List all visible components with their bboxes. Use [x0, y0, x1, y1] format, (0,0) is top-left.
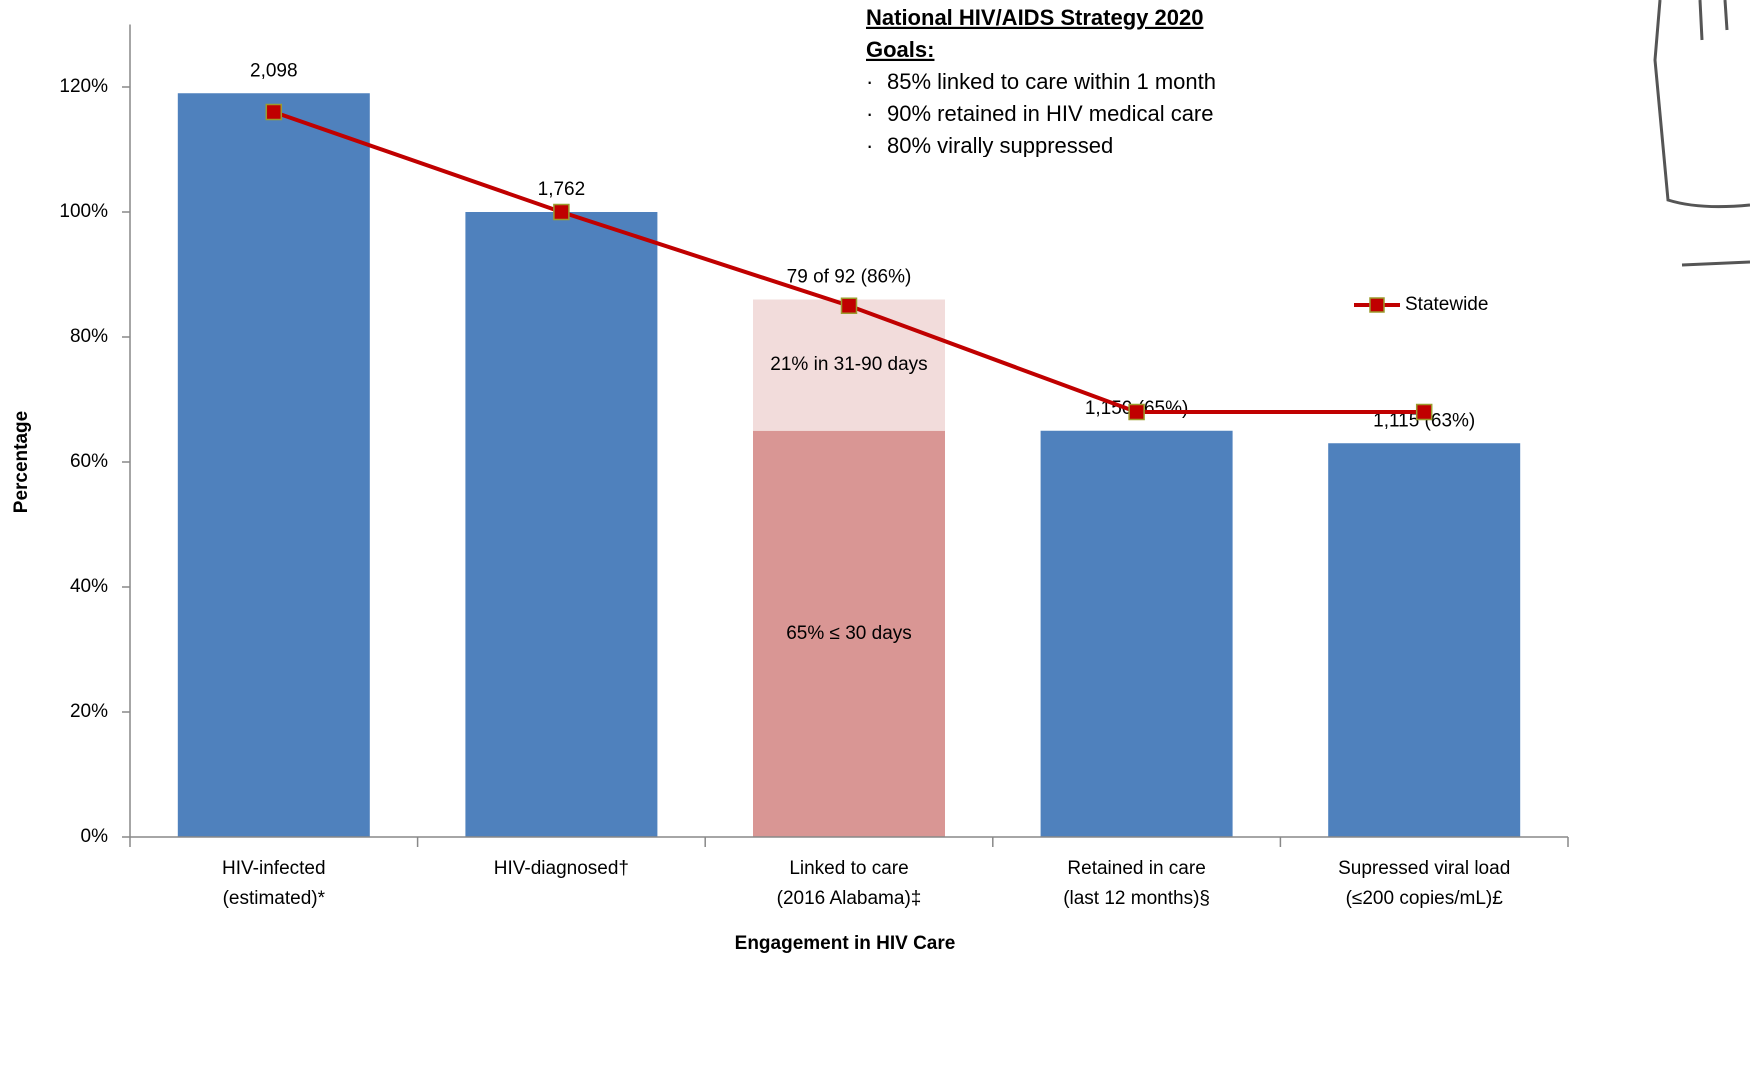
segment-label: 21% in 31-90 days [770, 354, 927, 375]
bar [753, 299, 945, 431]
bullet: · [866, 101, 873, 126]
segment-label: 65% ≤ 30 days [786, 623, 912, 644]
bar [177, 93, 370, 837]
goal-item: 90% retained in HIV medical care [887, 101, 1214, 126]
x-axis-label: Engagement in HIV Care [735, 933, 956, 954]
y-tick-label: 40% [70, 576, 108, 597]
x-tick-label: (last 12 months)§ [1063, 888, 1210, 909]
x-tick-label: (estimated)* [223, 888, 326, 909]
x-tick-label: (≤200 copies/mL)£ [1346, 888, 1504, 909]
x-tick-label: Supressed viral load [1338, 858, 1510, 879]
goal-item: 85% linked to care within 1 month [887, 69, 1216, 94]
bar-annotation: 1,115 (63%) [1373, 410, 1475, 431]
x-tick-label: Retained in care [1067, 858, 1205, 879]
y-tick-label: 120% [59, 76, 108, 97]
goals-subtitle: Goals: [866, 37, 934, 62]
goals-title: National HIV/AIDS Strategy 2020 [866, 5, 1203, 30]
bullet: · [866, 69, 873, 94]
bar-annotation: 79 of 92 (86%) [787, 267, 912, 288]
bar [465, 212, 658, 837]
y-tick-label: 60% [70, 451, 108, 472]
bar-annotation: 1,762 [538, 179, 586, 200]
marker [840, 297, 858, 314]
y-tick-label: 80% [70, 326, 108, 347]
x-tick-label: HIV-diagnosed† [494, 858, 629, 879]
goals-box: National HIV/AIDS Strategy 2020 Goals: ·… [866, 5, 1216, 158]
bars [177, 93, 1521, 837]
y-tick-label: 0% [81, 826, 109, 847]
goal-item: 80% virally suppressed [887, 133, 1113, 158]
legend-label: Statewide [1405, 294, 1488, 315]
marker [1128, 403, 1145, 421]
y-tick-label: 100% [59, 201, 108, 222]
corner-picture [1653, 0, 1750, 267]
bar-annotation: 2,098 [250, 60, 298, 81]
y-axis-label: Percentage [11, 411, 32, 513]
bullet: · [866, 133, 873, 158]
marker [265, 103, 283, 121]
x-tick-label: Linked to care [789, 858, 908, 879]
bar [1328, 443, 1521, 837]
bar [753, 430, 945, 837]
bar [1040, 430, 1233, 837]
goal-list: · 85% linked to care within 1 month · 90% r… [866, 69, 1216, 158]
x-tick-label: HIV-infected [222, 858, 326, 879]
marker [1415, 403, 1433, 421]
marker [553, 203, 570, 221]
x-tick-label: (2016 Alabama)‡ [777, 888, 922, 909]
legend-marker [1369, 297, 1385, 313]
y-tick-label: 20% [70, 701, 108, 722]
